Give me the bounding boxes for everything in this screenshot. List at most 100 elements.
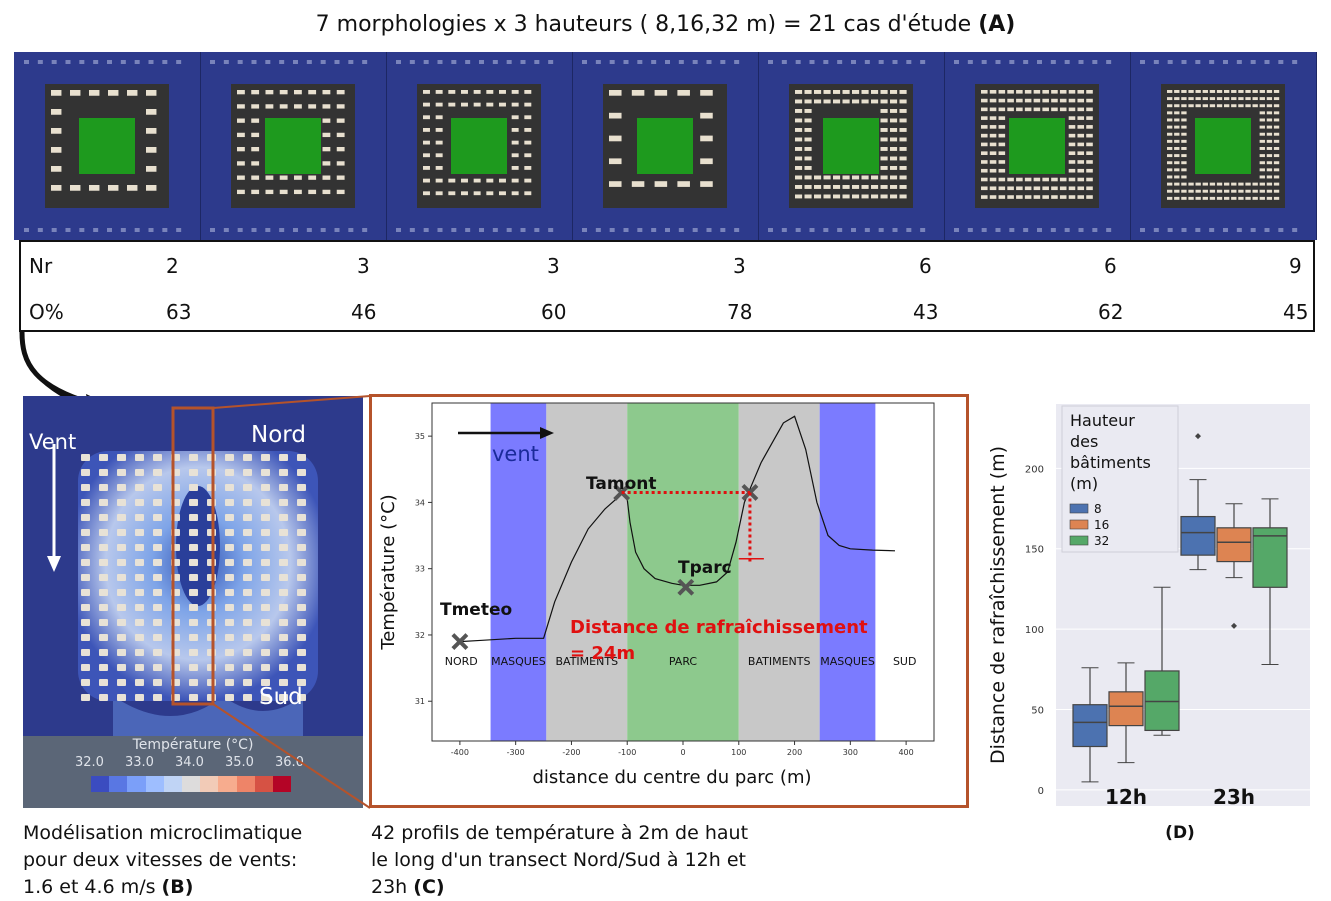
building (1068, 151, 1076, 156)
building (1266, 196, 1273, 200)
building (880, 118, 888, 123)
zone-label: MASQUES (491, 655, 546, 668)
building (989, 133, 997, 138)
building (890, 128, 898, 132)
building (842, 175, 850, 180)
figure-title: 7 morphologies x 3 hauteurs ( 8,16,32 m)… (0, 12, 1331, 37)
colorbar (91, 776, 292, 792)
outer-marker (265, 60, 271, 64)
building (1167, 154, 1173, 158)
map-building (135, 499, 144, 506)
map-building (117, 634, 126, 641)
building (1068, 133, 1076, 138)
outer-marker (293, 228, 298, 232)
building (1224, 104, 1230, 108)
morphology-panel (954, 52, 1131, 240)
building (852, 99, 860, 104)
map-building (117, 604, 126, 611)
building (1167, 168, 1173, 172)
map-building (279, 514, 288, 521)
park (79, 118, 135, 174)
map-building (243, 484, 252, 491)
building (1181, 196, 1187, 200)
building (51, 166, 62, 172)
map-building (99, 454, 108, 461)
building (1042, 186, 1049, 191)
building (1174, 161, 1180, 165)
outer-marker (1092, 60, 1098, 64)
building (823, 185, 831, 189)
building (795, 128, 803, 132)
building (1167, 111, 1173, 115)
building (998, 90, 1006, 94)
building (108, 90, 119, 96)
map-building (99, 544, 108, 551)
outer-marker (534, 228, 540, 232)
outer-marker (423, 60, 429, 64)
outer-marker (465, 60, 471, 64)
ytick-label: 35 (415, 432, 425, 441)
building (677, 90, 690, 96)
building (654, 90, 668, 96)
legend-title: Hauteur (1070, 411, 1135, 430)
building (435, 90, 443, 94)
outer-marker (1292, 60, 1298, 64)
zone-band (546, 403, 628, 741)
outer-marker (967, 228, 973, 232)
outer-marker (920, 60, 926, 64)
map-building (225, 574, 234, 581)
title-text: 7 morphologies x 3 hauteurs ( 8,16,32 m)… (315, 12, 979, 37)
zone-label: MASQUES (820, 655, 875, 668)
outer-marker (279, 228, 285, 232)
outer-marker (637, 228, 643, 232)
building (1059, 177, 1067, 182)
building (1224, 182, 1230, 186)
map-building (99, 469, 108, 476)
building (1245, 104, 1251, 108)
building (1245, 90, 1251, 93)
building (524, 90, 532, 94)
building (609, 112, 622, 119)
building (1266, 154, 1273, 158)
building (899, 166, 907, 170)
building (1188, 196, 1194, 200)
building (1024, 107, 1032, 112)
building (852, 175, 860, 180)
o-value: 62 (1098, 300, 1124, 324)
building (1077, 90, 1085, 94)
building (1077, 107, 1085, 112)
outer-marker (1223, 228, 1228, 232)
building (1238, 97, 1244, 101)
building (700, 135, 713, 142)
building (981, 177, 988, 182)
outer-marker (1009, 60, 1015, 64)
map-building (225, 529, 234, 536)
building (1181, 97, 1187, 101)
map-building (243, 649, 252, 656)
zone-label: SUD (893, 655, 917, 668)
outer-marker (506, 228, 512, 232)
outer-marker (678, 60, 684, 64)
map-building (135, 574, 144, 581)
building (998, 107, 1006, 112)
outer-marker (1223, 60, 1228, 64)
map-building (243, 604, 252, 611)
xtick-label: 300 (843, 748, 858, 757)
building (336, 175, 345, 180)
building (1273, 132, 1280, 136)
building (1181, 104, 1187, 108)
building (1181, 90, 1187, 93)
outer-marker (223, 60, 229, 64)
outer-marker (451, 60, 457, 64)
map-building (261, 694, 270, 701)
building (127, 90, 138, 96)
building (237, 161, 245, 166)
building (1209, 196, 1216, 200)
building (899, 156, 907, 161)
building (1086, 98, 1093, 103)
building (1252, 182, 1258, 186)
xtick-label: -300 (507, 748, 525, 757)
map-building (117, 454, 126, 461)
building (1266, 118, 1273, 122)
map-building (153, 604, 162, 611)
